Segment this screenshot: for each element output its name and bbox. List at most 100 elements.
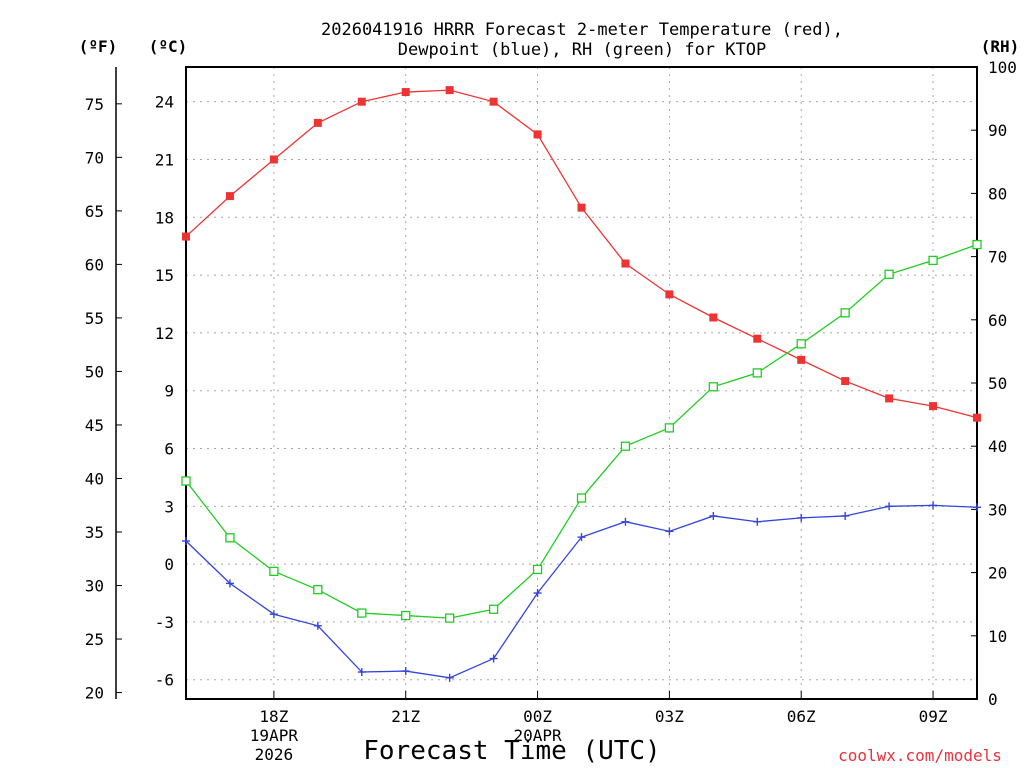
dewpoint-point [841,511,850,520]
rh-point [488,604,499,614]
temperature-point [182,232,190,241]
temperature-point [489,97,498,106]
temperature-point [225,192,234,201]
celsius-tick-label: 18 [155,208,174,227]
dewpoint-point [225,579,234,588]
dewpoint-point [929,501,938,510]
fahrenheit-tick-label: 30 [85,577,104,596]
rh-point [796,339,806,349]
temperature-point [973,413,981,422]
dewpoint-point [313,621,322,630]
x-tick-label: 06Z [787,707,816,726]
dewpoint-point [533,589,542,598]
rh-point [576,493,587,503]
rh-point [357,608,367,618]
rh-tick-label: 70 [988,248,1007,267]
temperature-point [313,118,322,127]
x-tick-label: 18Z [259,707,288,726]
rh-series-line [185,243,978,619]
rh-point [620,441,631,451]
dewpoint-point [665,527,674,536]
rh-tick-label: 60 [988,311,1007,330]
celsius-tick-label: 3 [164,497,174,516]
temperature-point [621,259,630,268]
rh-tick-label: 80 [988,184,1007,203]
rh-unit-label: (RH) [981,37,1020,56]
rh-point [532,564,543,575]
rh-point [445,613,455,623]
temperature-point [665,290,674,299]
rh-tick-label: 10 [988,627,1007,646]
rh-point [269,566,279,576]
dewpoint-series-line [185,504,978,679]
rh-point [972,239,982,250]
temperature-point [357,97,366,106]
plot-frame [185,66,978,700]
fahrenheit-tick-label: 75 [85,95,104,114]
temperature-point [533,130,542,139]
x-axis-title: Forecast Time (UTC) [363,736,660,766]
dewpoint-point [577,533,586,542]
dewpoint-point [885,502,894,511]
rh-point [928,255,938,266]
temperature-point [445,86,454,95]
celsius-tick-label: 9 [164,382,174,401]
rh-tick-label: 50 [988,374,1007,393]
credit-text: coolwx.com/models [838,746,1002,765]
celsius-tick-label: 12 [155,324,174,343]
dewpoint-point [401,667,410,676]
chart-title-line2: Dewpoint (blue), RH (green) for KTOP [398,40,766,60]
axes [115,66,978,700]
dewpoint-point [357,668,366,677]
temperature-point [929,402,938,411]
x-tick-label: 03Z [655,707,684,726]
fahrenheit-tick-label: 45 [85,416,104,435]
rh-tick-label: 30 [988,500,1007,519]
rh-point [401,610,411,621]
x-tick-label: 2026 [255,745,294,764]
fahrenheit-tick-label: 50 [85,362,104,381]
temperature-point [841,377,850,386]
rh-point [225,533,235,543]
celsius-tick-label: -3 [155,613,174,632]
temperature-point [269,155,278,164]
dewpoint-point [445,673,454,682]
gridlines [186,67,977,699]
dewpoint-point [753,517,762,526]
x-tick-label: 21Z [391,707,420,726]
fahrenheit-tick-label: 70 [85,148,104,167]
temperature-point [709,313,718,322]
temperature-point [797,355,806,364]
x-tick-label: 00Z [523,707,552,726]
fahrenheit-tick-label: 60 [85,255,104,274]
dewpoint-point [621,517,630,526]
chart-title-line1: 2026041916 HRRR Forecast 2-meter Tempera… [321,20,843,40]
rh-point [313,585,323,595]
fahrenheit-tick-label: 25 [85,630,104,649]
dewpoint-point [797,513,806,522]
fahrenheit-unit-label: (ºF) [79,37,118,56]
rh-point [708,382,718,392]
celsius-tick-label: 21 [155,150,174,169]
dewpoint-point [489,654,498,663]
temperature-point [577,203,586,212]
rh-tick-label: 40 [988,437,1007,456]
dewpoint-point [182,537,190,545]
rh-point [181,476,191,486]
x-tick-label: 20APR [513,726,562,745]
celsius-tick-label: 15 [155,266,174,285]
fahrenheit-tick-label: 35 [85,523,104,542]
rh-tick-label: 100 [988,58,1017,77]
temperature-point [753,334,762,343]
dewpoint-point [709,511,718,520]
celsius-tick-label: -6 [155,671,174,690]
x-tick-label: 09Z [919,707,948,726]
fahrenheit-tick-label: 20 [85,684,104,703]
temperature-point [401,88,410,97]
rh-point [884,269,894,279]
rh-point [840,308,850,318]
celsius-tick-label: 0 [164,555,174,574]
rh-tick-label: 0 [988,690,998,709]
